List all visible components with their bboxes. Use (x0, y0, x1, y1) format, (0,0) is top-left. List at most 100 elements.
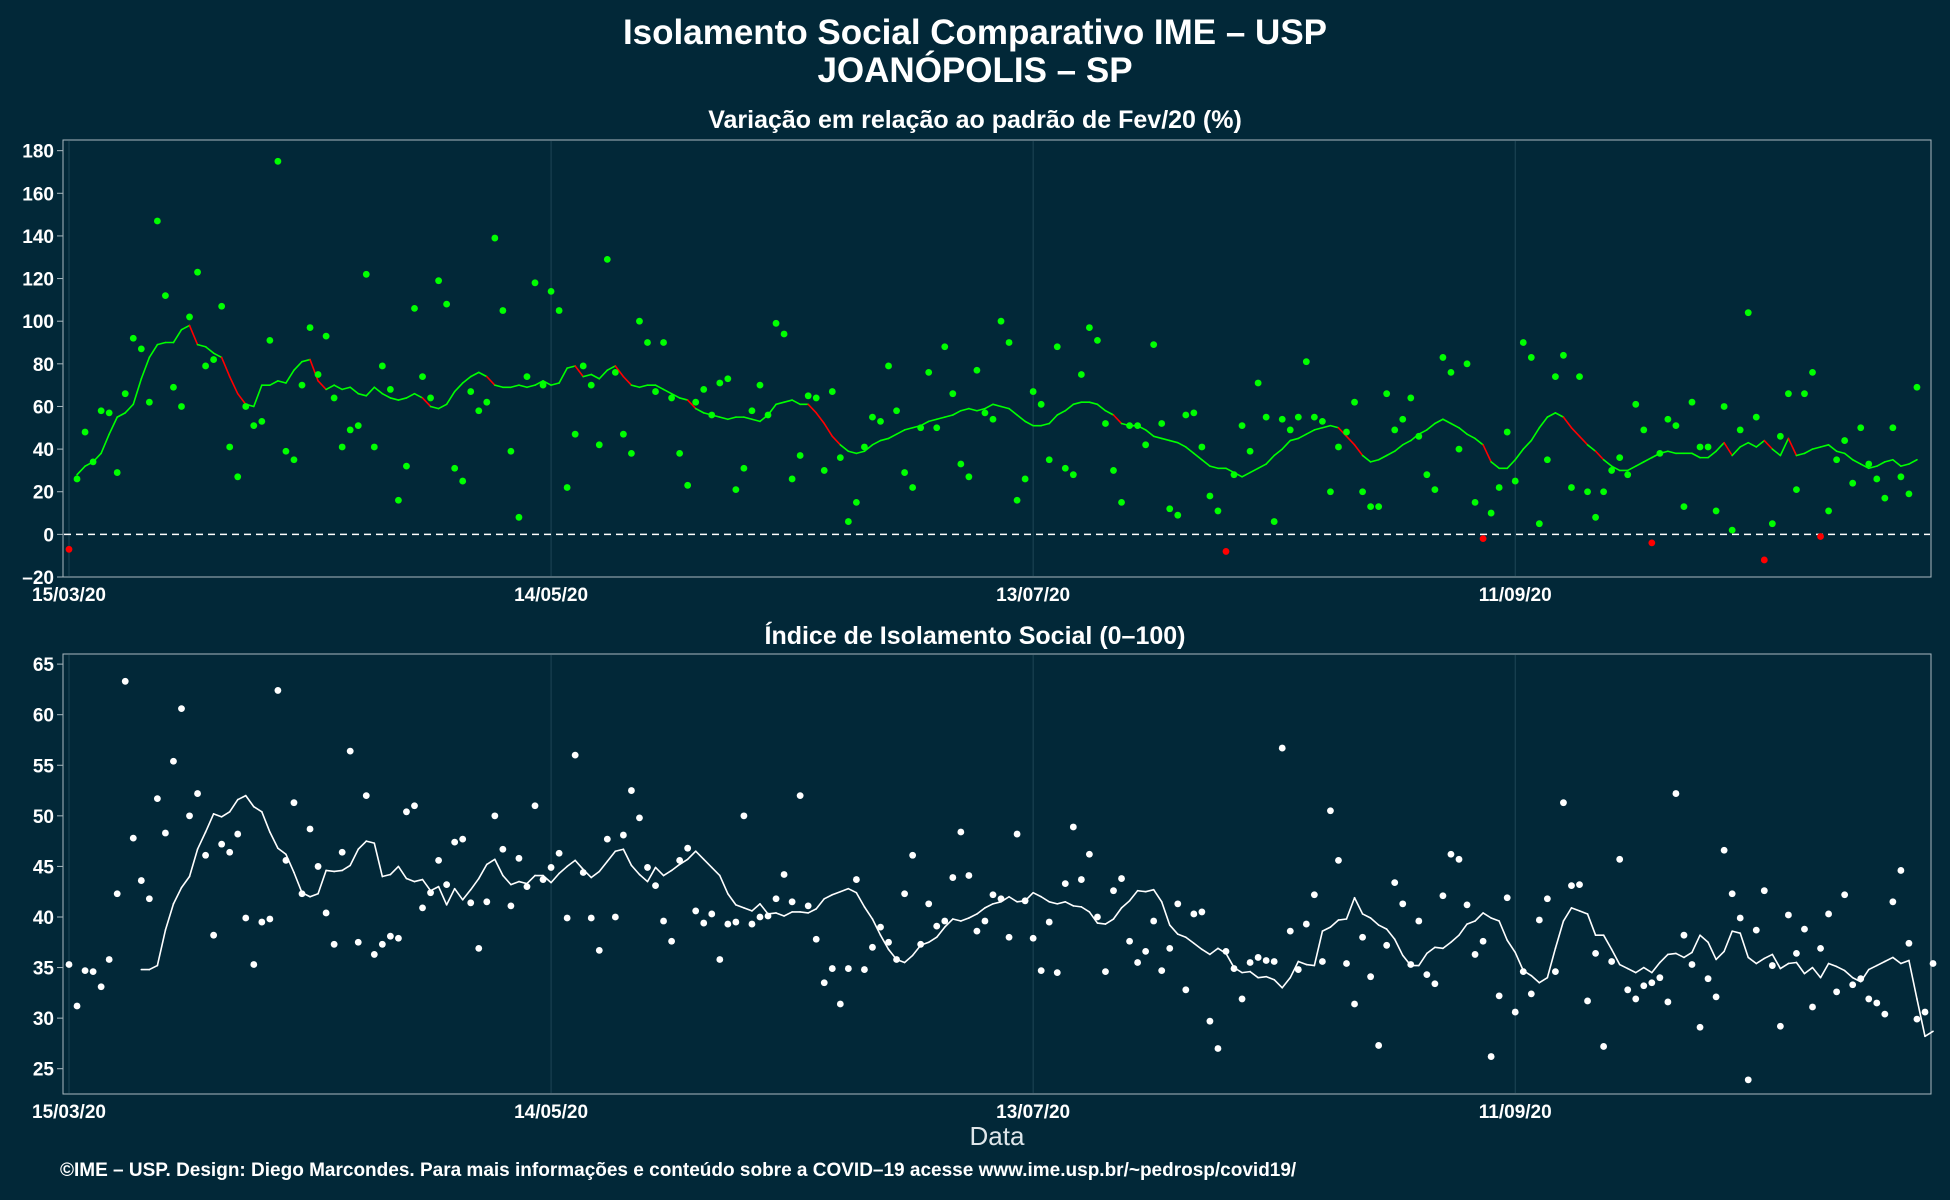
daily-point (386, 386, 394, 393)
moving-average-segment (1900, 959, 1910, 965)
moving-average-segment (405, 392, 416, 399)
moving-average-segment (1418, 952, 1428, 967)
moving-average-segment (381, 392, 392, 399)
moving-average-segment (1474, 912, 1484, 922)
moving-average-segment (1168, 924, 1179, 935)
daily-point (644, 864, 651, 871)
daily-point (628, 449, 635, 457)
moving-average-segment (558, 367, 568, 384)
moving-average-segment (1209, 947, 1219, 956)
daily-point (628, 787, 635, 794)
daily-point (1415, 917, 1423, 925)
daily-point (153, 217, 161, 225)
daily-point (1327, 488, 1334, 496)
daily-point (1728, 526, 1736, 534)
daily-point (1045, 456, 1053, 464)
moving-average-segment (301, 358, 311, 363)
daily-point (756, 913, 764, 921)
moving-average-segment (1160, 437, 1171, 442)
daily-point (740, 464, 748, 472)
moving-average-segment (1257, 975, 1267, 979)
daily-point (1037, 400, 1045, 408)
moving-average-segment (759, 903, 769, 915)
moving-average-segment (429, 405, 440, 410)
daily-point (1568, 484, 1575, 491)
daily-point (65, 545, 73, 553)
daily-point (941, 343, 949, 351)
moving-average-segment (261, 810, 271, 833)
daily-point (788, 898, 796, 906)
moving-average-segment (1859, 463, 1870, 470)
daily-point (1535, 916, 1543, 924)
moving-average-segment (1112, 414, 1123, 425)
moving-average-segment (1691, 934, 1701, 954)
moving-average-segment (1651, 961, 1661, 974)
moving-average-segment (783, 399, 793, 404)
daily-point (1294, 413, 1302, 421)
moving-average-segment (180, 324, 191, 331)
moving-average-segment (863, 906, 874, 920)
moving-average-segment (1843, 452, 1854, 461)
daily-point (499, 845, 507, 853)
moving-average-segment (494, 384, 504, 389)
moving-average-segment (847, 887, 858, 894)
daily-point (105, 956, 113, 963)
daily-point (1182, 986, 1190, 994)
moving-average-segment (831, 890, 842, 896)
daily-point (1632, 400, 1640, 408)
moving-average-segment (1442, 418, 1452, 425)
moving-average-segment (1072, 401, 1083, 406)
daily-point (1889, 424, 1897, 432)
daily-point (1865, 995, 1873, 1003)
daily-point (1302, 358, 1310, 366)
moving-average-segment (349, 386, 360, 395)
daily-point (1809, 368, 1816, 376)
daily-point (1069, 823, 1077, 831)
moving-average-segment (1273, 448, 1284, 457)
daily-point (1841, 437, 1849, 444)
moving-average-segment (670, 863, 681, 872)
moving-average-segment (437, 403, 448, 410)
moving-average-segment (1642, 456, 1653, 463)
daily-point (459, 477, 467, 485)
moving-average-segment (277, 380, 287, 384)
moving-average-segment (1193, 942, 1203, 951)
moving-average-segment (1755, 439, 1766, 448)
moving-average-segment (1072, 905, 1083, 908)
daily-point (909, 851, 917, 859)
daily-point (1552, 968, 1559, 976)
moving-average-segment (1080, 906, 1091, 913)
daily-point (1801, 925, 1808, 933)
y-tick-label: 40 (33, 908, 54, 929)
y-tick-label: 55 (33, 756, 55, 777)
moving-average-segment (976, 907, 986, 915)
daily-point (732, 918, 740, 926)
daily-point (186, 313, 193, 321)
chart-title: Isolamento Social Comparativo IME – USP (623, 13, 1327, 52)
daily-point (1543, 456, 1551, 464)
moving-average-segment (1554, 412, 1565, 418)
moving-average-segment (1739, 932, 1750, 959)
daily-point (1680, 503, 1688, 511)
moving-average-segment (1209, 465, 1219, 470)
variation-panel: Variação em relação ao padrão de Fev/20 … (22, 106, 1932, 606)
daily-point (1752, 926, 1760, 934)
daily-point (1656, 449, 1664, 457)
moving-average-segment (461, 888, 472, 901)
daily-point (925, 900, 933, 908)
daily-point (322, 332, 330, 340)
daily-point (925, 368, 933, 376)
moving-average-segment (204, 345, 215, 354)
daily-point (885, 362, 892, 370)
daily-point (1503, 894, 1511, 902)
moving-average-segment (743, 907, 753, 912)
daily-point (1463, 360, 1471, 368)
moving-average-segment (1795, 961, 1806, 975)
variation-plot-area (62, 139, 1932, 578)
daily-point (1335, 443, 1342, 451)
daily-point (1278, 744, 1286, 752)
moving-average-segment (445, 887, 456, 906)
daily-point (700, 919, 708, 927)
daily-point (1600, 488, 1608, 496)
daily-point (1077, 876, 1085, 883)
